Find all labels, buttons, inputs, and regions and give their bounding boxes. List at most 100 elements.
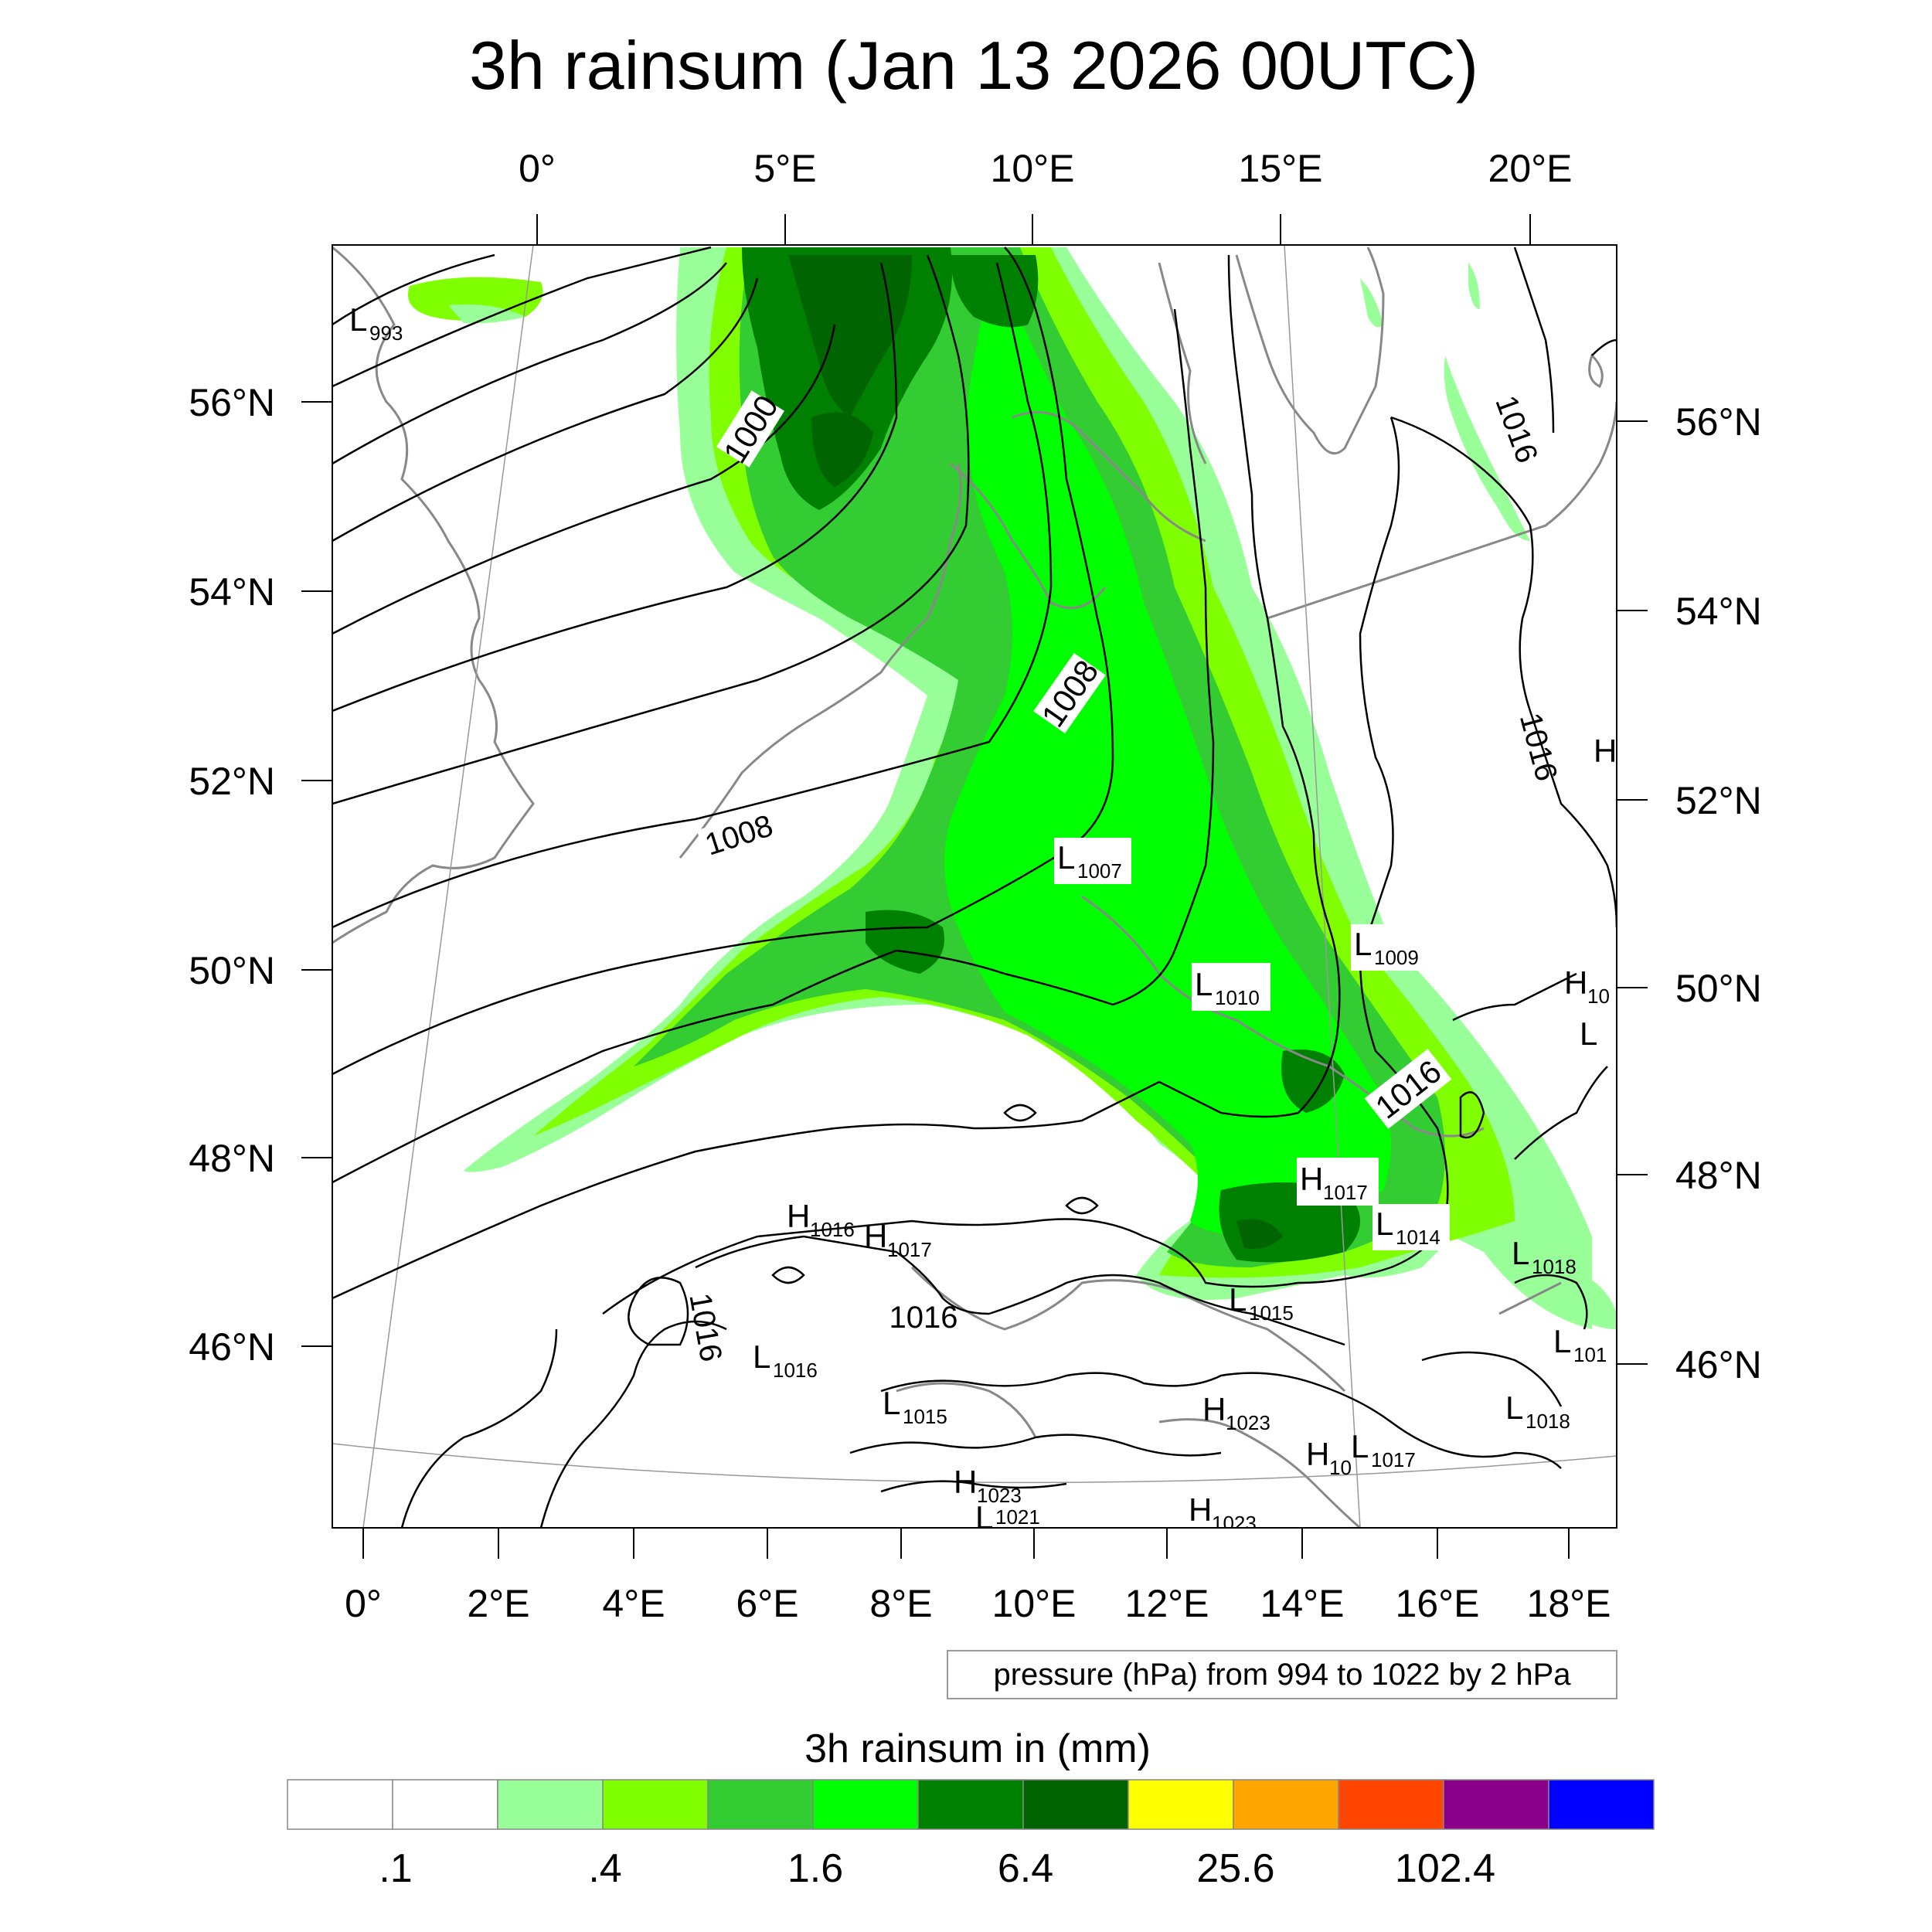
low-center: L 101 xyxy=(1553,1323,1607,1366)
low-center: L 1015 xyxy=(883,1385,947,1428)
top-lon-label: 15°E xyxy=(1239,147,1323,190)
top-ticks xyxy=(536,214,1531,245)
graticule xyxy=(332,245,1617,1528)
center-type: H xyxy=(1189,1492,1212,1528)
center-value: 1018 xyxy=(1532,1255,1577,1278)
colorbar-swatch xyxy=(1128,1779,1234,1830)
high-center: H 1023 xyxy=(1202,1391,1270,1434)
low-center: L 1018 xyxy=(1505,1389,1570,1433)
center-value: 993 xyxy=(369,321,403,345)
left-lat-label: 56°N xyxy=(189,381,275,424)
high-center: H 1016 xyxy=(787,1198,855,1241)
low-center: L 1017 xyxy=(1351,1428,1416,1471)
bottom-lon-label: 4°E xyxy=(602,1582,665,1625)
right-lat-label: 52°N xyxy=(1675,779,1762,822)
rain-patch-dark-3 xyxy=(951,255,1039,328)
rain-patch-east-3 xyxy=(1468,263,1480,309)
rain-patch-dark-8 xyxy=(1236,1219,1283,1249)
colorbar-title: 3h rainsum in (mm) xyxy=(804,1726,1151,1771)
rain-patch-dark-2 xyxy=(788,255,912,417)
top-longitude-labels: 0° 5°E 10°E 15°E 20°E xyxy=(519,147,1572,190)
pressure-note: pressure (hPa) from 994 to 1022 by 2 hPa xyxy=(993,1658,1571,1692)
pressure-note-box xyxy=(947,1650,1617,1699)
center-type: L xyxy=(1354,926,1372,962)
right-lat-label: 48°N xyxy=(1675,1154,1762,1197)
left-lat-label: 46°N xyxy=(189,1325,275,1369)
colorbar-swatch xyxy=(1338,1779,1444,1830)
high-center: H 10 xyxy=(1564,964,1610,1008)
center-value: 1018 xyxy=(1526,1410,1570,1433)
center-type: H xyxy=(1300,1161,1323,1197)
bottom-lon-label: 0° xyxy=(345,1582,382,1625)
center-value: 101 xyxy=(1573,1343,1607,1366)
bottom-lon-label: 6°E xyxy=(736,1582,798,1625)
right-lat-label: 56°N xyxy=(1675,400,1762,444)
left-ticks xyxy=(301,401,332,1347)
colorbar-label: 25.6 xyxy=(1196,1846,1274,1891)
high-center: H 10 xyxy=(1306,1436,1352,1479)
center-value: 1010 xyxy=(1215,986,1260,1009)
rain-patch-southeast xyxy=(1567,1267,1617,1329)
center-type: L xyxy=(1229,1281,1247,1318)
center-type: H xyxy=(1202,1391,1226,1427)
right-lat-label: 46°N xyxy=(1675,1343,1762,1386)
low-center: L 1007 xyxy=(1057,839,1122,883)
center-type: H xyxy=(1306,1436,1329,1472)
colorbar-swatch xyxy=(1233,1779,1339,1830)
isobar-label-1016-alps: 1016 xyxy=(889,1301,958,1335)
low-center: L 1010 xyxy=(1195,966,1260,1009)
colorbar-label: 6.4 xyxy=(998,1846,1053,1891)
center-value: 10 xyxy=(1329,1456,1352,1479)
top-lon-label: 0° xyxy=(519,147,556,190)
bottom-lon-label: 14°E xyxy=(1260,1582,1345,1625)
rain-area-bright xyxy=(944,263,1391,1236)
low-center: L 1018 xyxy=(1512,1235,1577,1278)
bottom-lon-label: 2°E xyxy=(467,1582,529,1625)
center-value: 1023 xyxy=(1226,1411,1270,1434)
center-type: H xyxy=(1564,964,1587,1001)
center-type: L xyxy=(753,1338,770,1375)
center-value: 1015 xyxy=(1249,1301,1294,1325)
high-center: H 1017 xyxy=(864,1218,932,1261)
bottom-ticks xyxy=(362,1528,1570,1559)
bottom-lon-label: 18°E xyxy=(1527,1582,1611,1625)
left-latitude-labels: 56°N 54°N 52°N 50°N 48°N 46°N xyxy=(189,381,275,1369)
left-lat-label: 50°N xyxy=(189,949,275,992)
top-lon-label: 10°E xyxy=(991,147,1075,190)
colorbar-swatch xyxy=(602,1779,709,1830)
colorbar-swatch xyxy=(707,1779,814,1830)
center-value: 1021 xyxy=(995,1505,1040,1529)
rain-patch-dark-5 xyxy=(866,910,944,974)
colorbar-swatch xyxy=(917,1779,1024,1830)
center-type: L xyxy=(883,1385,900,1421)
left-lat-label: 54°N xyxy=(189,570,275,614)
rain-patch-northwest xyxy=(408,277,543,321)
colorbar-label: .1 xyxy=(379,1846,412,1891)
low-center: L 1009 xyxy=(1354,926,1419,969)
low-center: L xyxy=(1580,1015,1597,1052)
center-value: 1017 xyxy=(1323,1181,1368,1204)
right-lat-label: 54°N xyxy=(1675,590,1762,633)
center-type: L xyxy=(1580,1015,1597,1052)
center-value: 1017 xyxy=(887,1238,932,1261)
map-title: 3h rainsum (Jan 13 2026 00UTC) xyxy=(469,27,1478,104)
low-center: L 1014 xyxy=(1376,1206,1440,1249)
bottom-longitude-labels: 0° 2°E 4°E 6°E 8°E 10°E 12°E 14°E 16°E 1… xyxy=(345,1582,1611,1625)
colorbar xyxy=(287,1779,1655,1830)
center-value: 1016 xyxy=(810,1218,855,1241)
center-value: 1017 xyxy=(1371,1448,1416,1471)
center-value: 1023 xyxy=(1212,1512,1257,1535)
center-value: 1023 xyxy=(977,1484,1022,1507)
colorbar-swatch xyxy=(392,1779,498,1830)
center-type: L xyxy=(1512,1235,1529,1271)
center-type: L xyxy=(1553,1323,1571,1359)
low-center: L 1015 xyxy=(1229,1281,1294,1325)
colorbar-swatch xyxy=(812,1779,919,1830)
high-center: H 1023 xyxy=(1189,1492,1257,1535)
center-value: 10 xyxy=(1587,985,1610,1008)
right-ticks xyxy=(1617,420,1648,1365)
center-value: 1007 xyxy=(1077,859,1122,883)
center-type: L xyxy=(1505,1389,1523,1426)
top-lon-label: 20°E xyxy=(1488,147,1573,190)
